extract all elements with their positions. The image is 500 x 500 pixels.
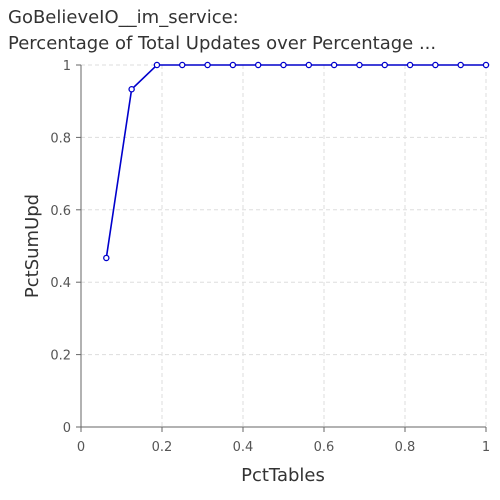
- data-point: [204, 61, 211, 69]
- x-tick-label: 0.4: [233, 440, 254, 455]
- y-tick-label: 0.6: [50, 204, 71, 219]
- x-tick-label: 0: [77, 440, 85, 455]
- y-tick-label: 0: [63, 421, 71, 436]
- data-point: [356, 61, 363, 69]
- chart-title-line-2: Percentage of Total Updates over Percent…: [8, 33, 437, 54]
- data-point: [103, 254, 110, 262]
- y-tick-label: 0.2: [50, 349, 71, 364]
- data-point: [305, 61, 313, 69]
- tick-labels: 0 0.2 0.4 0.6 0.8 1 0 0.2 0.4 0.6 0.8 1: [50, 59, 490, 455]
- data-point: [482, 61, 490, 69]
- x-axis-label: PctTables: [241, 465, 325, 486]
- x-tick-label: 0.8: [395, 440, 416, 455]
- data-point: [432, 61, 439, 69]
- data-point: [229, 61, 237, 69]
- y-tick-label: 0.8: [50, 131, 71, 146]
- x-tick-label: 0.6: [314, 440, 335, 455]
- data-point: [330, 61, 338, 69]
- y-tick-label: 0.4: [50, 276, 71, 291]
- data-point: [381, 61, 388, 69]
- data-point: [457, 61, 464, 69]
- chart-title-line-1: GoBelieveIO__im_service:: [8, 7, 239, 28]
- data-point: [254, 61, 262, 69]
- data-point: [406, 61, 414, 69]
- data-series: [103, 61, 490, 262]
- grid-lines: [80, 64, 487, 428]
- series-line: [105, 64, 486, 259]
- x-tick-label: 1: [482, 440, 490, 455]
- data-point: [178, 61, 186, 69]
- y-tick-label: 1: [63, 59, 71, 74]
- axes: [76, 64, 487, 432]
- data-point: [280, 61, 287, 69]
- x-tick-label: 0.2: [152, 440, 173, 455]
- y-axis-label: PctSumUpd: [22, 194, 43, 298]
- data-point: [153, 61, 161, 69]
- data-point: [128, 86, 135, 93]
